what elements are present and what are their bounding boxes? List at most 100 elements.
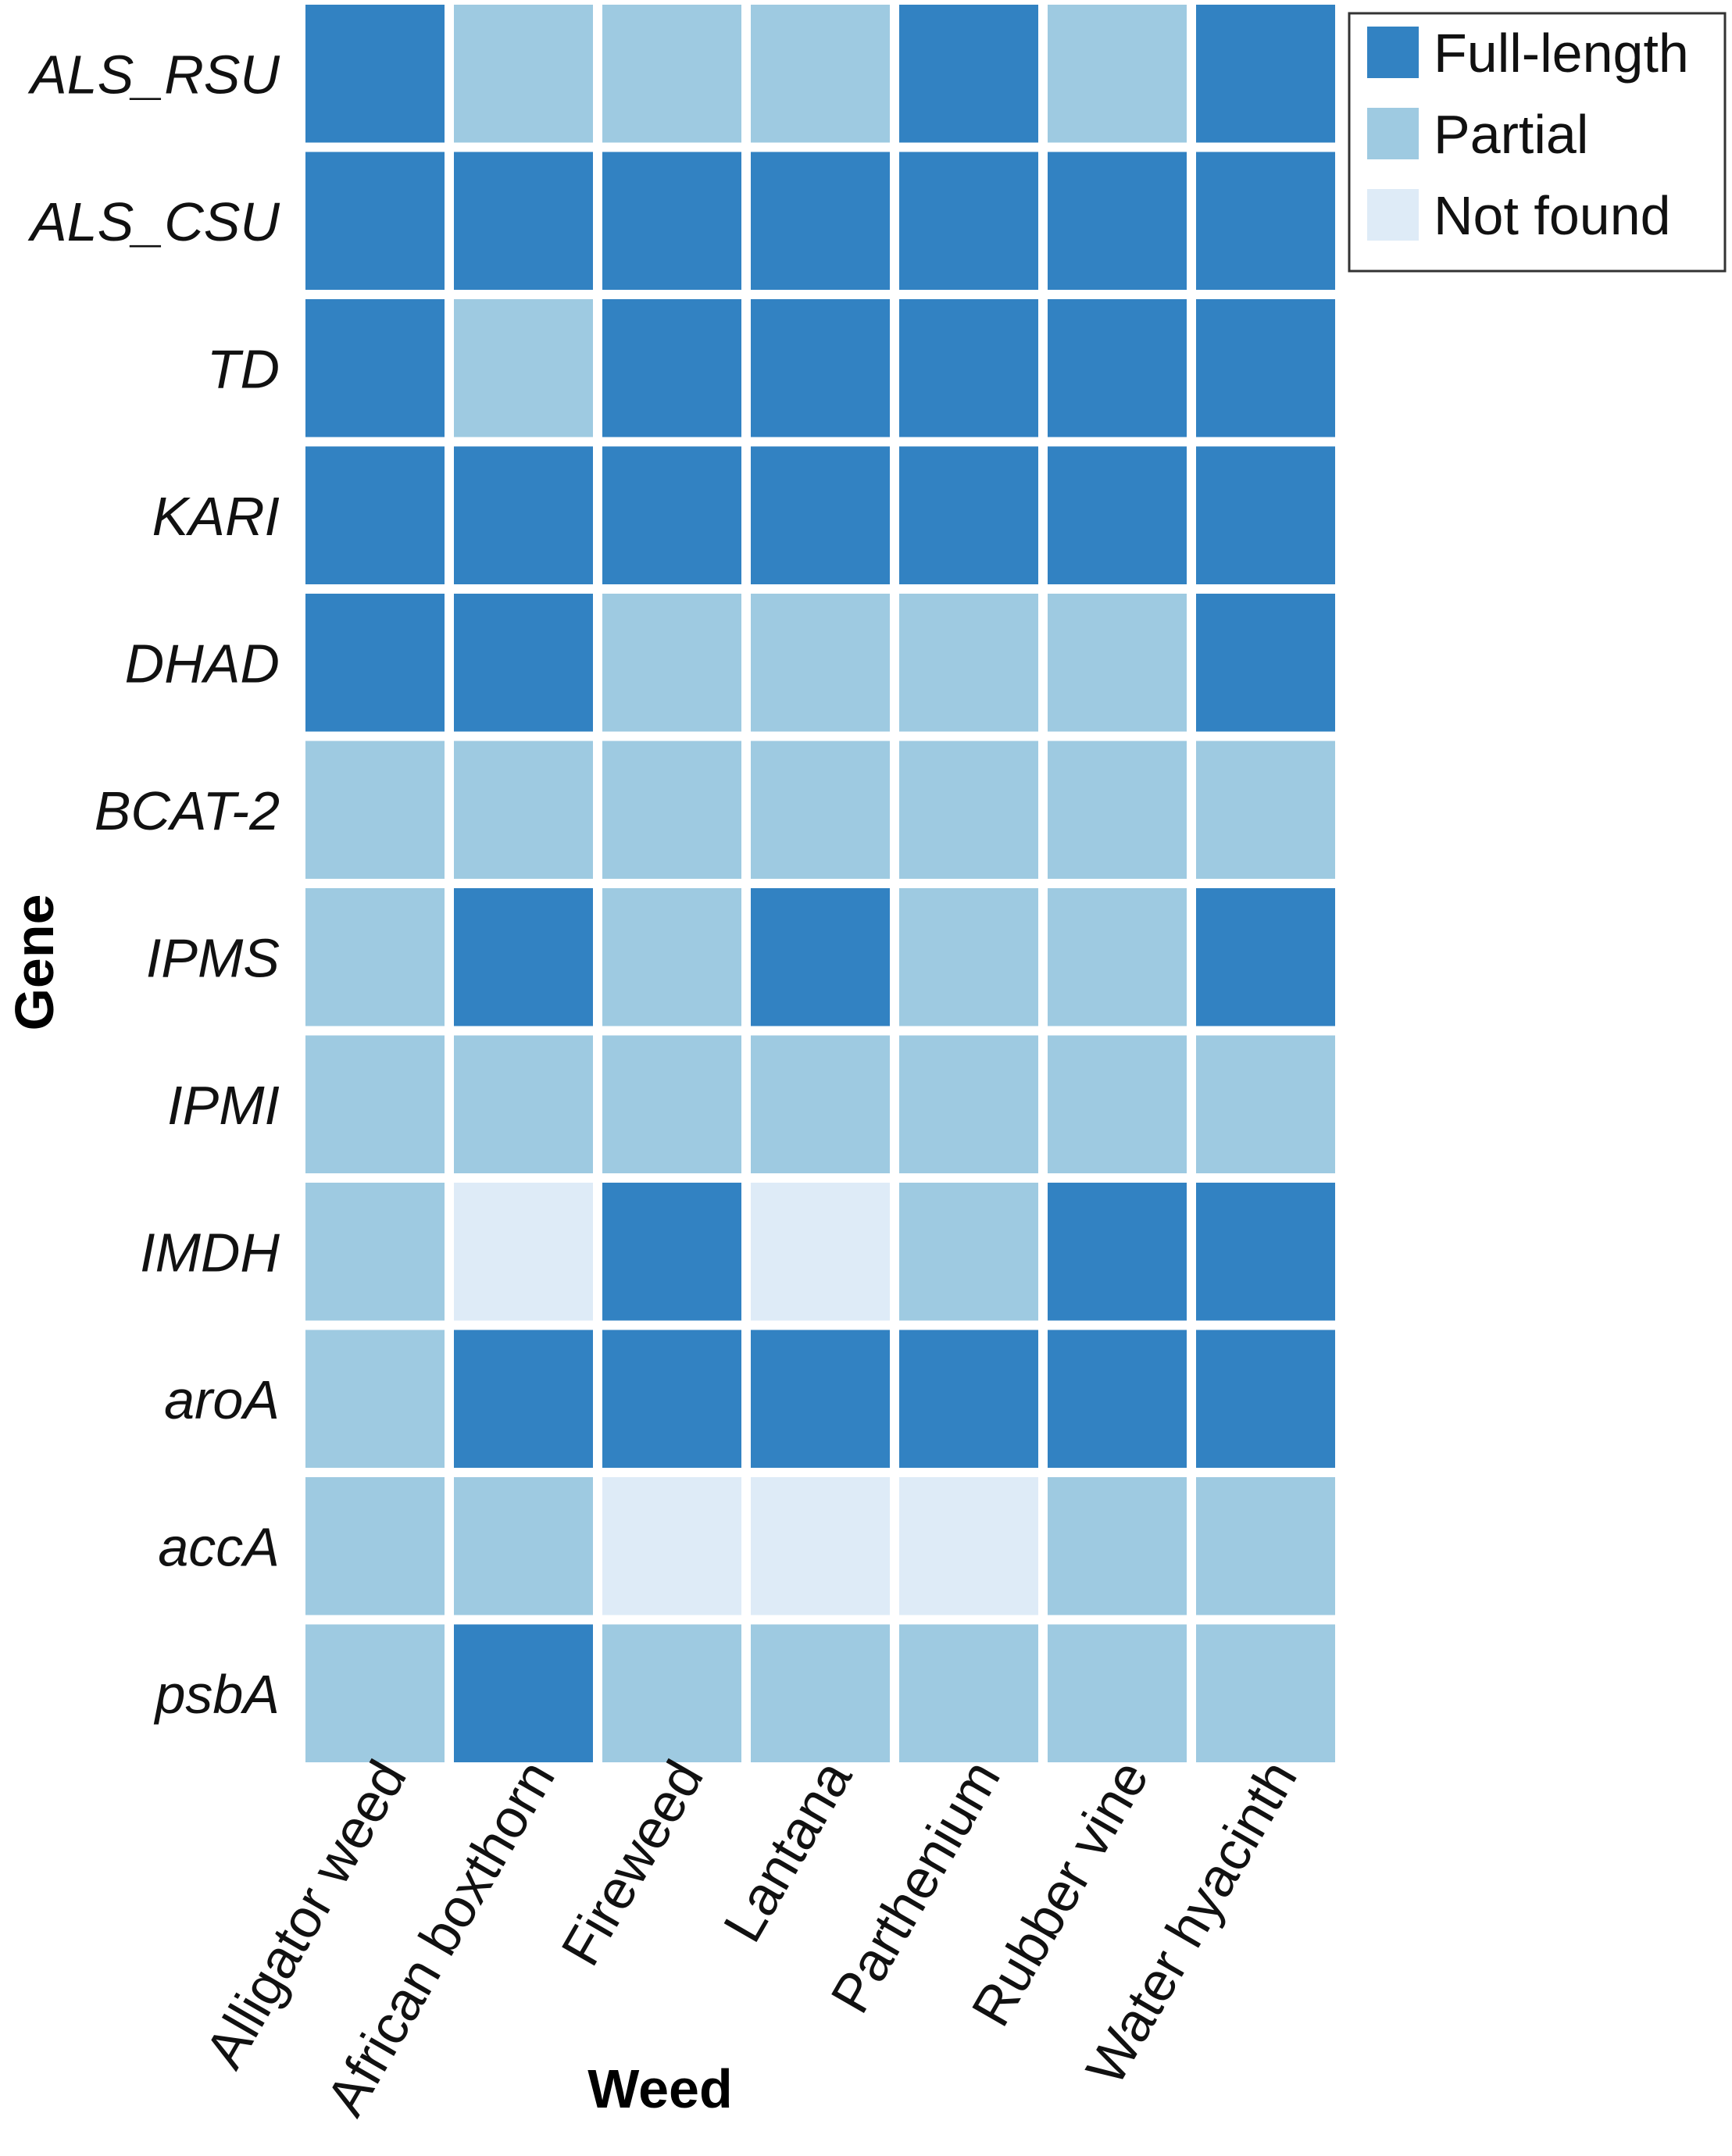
legend-label-full-length: Full-length bbox=[1434, 23, 1689, 84]
cell-als-rsu-lantana bbox=[751, 5, 890, 143]
cell-td-parthenium bbox=[899, 299, 1038, 437]
cell-aroa-lantana bbox=[751, 1330, 890, 1468]
cell-bcat-2-alligator-weed bbox=[305, 741, 445, 879]
legend-entries: Full-length Partial Not found bbox=[1367, 23, 1689, 246]
cell-psba-parthenium bbox=[899, 1624, 1038, 1762]
x-axis-title: Weed bbox=[587, 2058, 732, 2119]
cell-bcat-2-parthenium bbox=[899, 741, 1038, 879]
cell-ipmi-water-hyacinth bbox=[1196, 1035, 1335, 1173]
cell-bcat-2-african-boxthorn bbox=[454, 741, 593, 879]
row-label-als-rsu: ALS_RSU bbox=[27, 44, 280, 105]
cell-ipms-alligator-weed bbox=[305, 888, 445, 1026]
cell-psba-fireweed bbox=[602, 1624, 741, 1762]
cell-psba-water-hyacinth bbox=[1196, 1624, 1335, 1762]
cell-dhad-fireweed bbox=[602, 594, 741, 732]
cell-aroa-rubber-vine bbox=[1048, 1330, 1187, 1468]
cell-td-lantana bbox=[751, 299, 890, 437]
cell-bcat-2-rubber-vine bbox=[1048, 741, 1187, 879]
row-labels: ALS_RSU ALS_CSU TD KARI DHAD BCAT-2 IPMS IPMI IM… bbox=[27, 44, 280, 1725]
column-label-lantana: Lantana bbox=[712, 1750, 863, 1951]
legend-swatch-full-length bbox=[1367, 27, 1419, 78]
cell-bcat-2-lantana bbox=[751, 741, 890, 879]
cell-imdh-lantana bbox=[751, 1183, 890, 1321]
cell-als-csu-lantana bbox=[751, 152, 890, 290]
cell-acca-alligator-weed bbox=[305, 1477, 445, 1615]
heatmap-cells bbox=[305, 5, 1335, 1762]
cell-imdh-parthenium bbox=[899, 1183, 1038, 1321]
cell-td-water-hyacinth bbox=[1196, 299, 1335, 437]
cell-td-fireweed bbox=[602, 299, 741, 437]
legend-label-partial: Partial bbox=[1434, 104, 1588, 165]
cell-dhad-african-boxthorn bbox=[454, 594, 593, 732]
cell-aroa-fireweed bbox=[602, 1330, 741, 1468]
cell-imdh-fireweed bbox=[602, 1183, 741, 1321]
row-label-psba: psbA bbox=[153, 1664, 280, 1725]
cell-kari-fireweed bbox=[602, 446, 741, 584]
cell-dhad-parthenium bbox=[899, 594, 1038, 732]
cell-acca-african-boxthorn bbox=[454, 1477, 593, 1615]
cell-kari-water-hyacinth bbox=[1196, 446, 1335, 584]
legend-swatch-partial bbox=[1367, 108, 1419, 159]
cell-psba-african-boxthorn bbox=[454, 1624, 593, 1762]
cell-ipmi-fireweed bbox=[602, 1035, 741, 1173]
cell-kari-african-boxthorn bbox=[454, 446, 593, 584]
row-label-dhad: DHAD bbox=[125, 633, 280, 694]
cell-als-csu-fireweed bbox=[602, 152, 741, 290]
cell-imdh-water-hyacinth bbox=[1196, 1183, 1335, 1321]
cell-als-rsu-rubber-vine bbox=[1048, 5, 1187, 143]
row-label-als-csu: ALS_CSU bbox=[27, 191, 280, 252]
row-label-imdh: IMDH bbox=[140, 1222, 280, 1283]
cell-kari-parthenium bbox=[899, 446, 1038, 584]
cell-als-csu-alligator-weed bbox=[305, 152, 445, 290]
cell-acca-lantana bbox=[751, 1477, 890, 1615]
cell-als-csu-parthenium bbox=[899, 152, 1038, 290]
column-label-fireweed: Fireweed bbox=[549, 1751, 715, 1976]
row-label-ipmi: IPMI bbox=[167, 1075, 280, 1136]
row-label-acca: accA bbox=[158, 1516, 280, 1577]
cell-als-csu-rubber-vine bbox=[1048, 152, 1187, 290]
row-label-td: TD bbox=[207, 338, 280, 399]
cell-td-alligator-weed bbox=[305, 299, 445, 437]
cell-psba-lantana bbox=[751, 1624, 890, 1762]
cell-kari-rubber-vine bbox=[1048, 446, 1187, 584]
cell-ipmi-parthenium bbox=[899, 1035, 1038, 1173]
cell-acca-parthenium bbox=[899, 1477, 1038, 1615]
cell-dhad-alligator-weed bbox=[305, 594, 445, 732]
cell-td-rubber-vine bbox=[1048, 299, 1187, 437]
cell-als-rsu-african-boxthorn bbox=[454, 5, 593, 143]
cell-ipmi-african-boxthorn bbox=[454, 1035, 593, 1173]
cell-imdh-rubber-vine bbox=[1048, 1183, 1187, 1321]
cell-td-african-boxthorn bbox=[454, 299, 593, 437]
cell-als-csu-water-hyacinth bbox=[1196, 152, 1335, 290]
cell-aroa-water-hyacinth bbox=[1196, 1330, 1335, 1468]
row-label-kari: KARI bbox=[152, 486, 280, 547]
row-label-ipms: IPMS bbox=[146, 927, 280, 988]
cell-dhad-lantana bbox=[751, 594, 890, 732]
cell-ipmi-alligator-weed bbox=[305, 1035, 445, 1173]
cell-imdh-alligator-weed bbox=[305, 1183, 445, 1321]
legend-label-not-found: Not found bbox=[1434, 185, 1671, 246]
cell-aroa-african-boxthorn bbox=[454, 1330, 593, 1468]
cell-ipms-african-boxthorn bbox=[454, 888, 593, 1026]
cell-acca-rubber-vine bbox=[1048, 1477, 1187, 1615]
cell-als-rsu-water-hyacinth bbox=[1196, 5, 1335, 143]
legend: Full-length Partial Not found bbox=[1348, 12, 1727, 273]
cell-imdh-african-boxthorn bbox=[454, 1183, 593, 1321]
cell-aroa-alligator-weed bbox=[305, 1330, 445, 1468]
y-axis-title: Gene bbox=[4, 894, 65, 1030]
cell-psba-rubber-vine bbox=[1048, 1624, 1187, 1762]
row-label-aroa: aroA bbox=[164, 1369, 280, 1430]
cell-ipmi-lantana bbox=[751, 1035, 890, 1173]
cell-als-rsu-fireweed bbox=[602, 5, 741, 143]
cell-als-csu-african-boxthorn bbox=[454, 152, 593, 290]
cell-ipms-fireweed bbox=[602, 888, 741, 1026]
cell-acca-fireweed bbox=[602, 1477, 741, 1615]
cell-psba-alligator-weed bbox=[305, 1624, 445, 1762]
cell-kari-lantana bbox=[751, 446, 890, 584]
cell-aroa-parthenium bbox=[899, 1330, 1038, 1468]
cell-kari-alligator-weed bbox=[305, 446, 445, 584]
cell-bcat-2-water-hyacinth bbox=[1196, 741, 1335, 879]
cell-dhad-rubber-vine bbox=[1048, 594, 1187, 732]
